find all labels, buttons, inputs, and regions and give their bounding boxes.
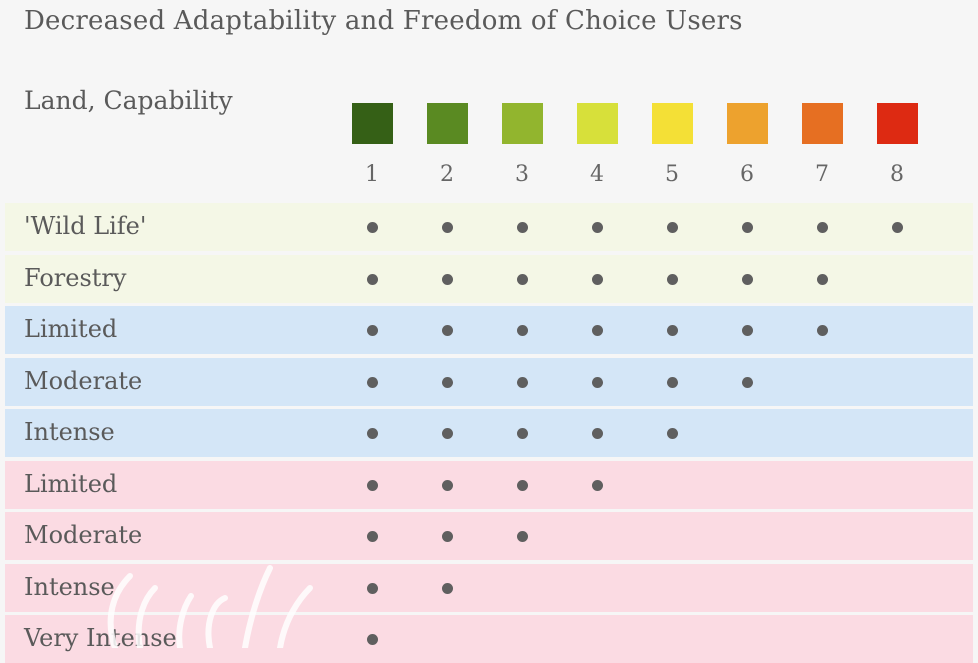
suitability-dot	[367, 325, 378, 336]
suitability-dot	[742, 325, 753, 336]
suitability-dot	[667, 325, 678, 336]
class-8-swatch	[877, 103, 918, 144]
class-3-number: 3	[515, 162, 529, 187]
suitability-dot	[742, 222, 753, 233]
suitability-dot	[667, 273, 678, 285]
matrix-row: Forestry	[5, 254, 973, 303]
suitability-dot	[442, 582, 453, 594]
suitability-dot	[667, 428, 678, 439]
suitability-dot	[367, 634, 378, 645]
suitability-dot	[442, 479, 453, 491]
class-4-swatch	[577, 103, 618, 144]
row-label: Limited	[24, 469, 118, 498]
class-6-swatch	[727, 103, 768, 144]
suitability-dot	[742, 273, 753, 285]
suitability-dot	[592, 325, 603, 336]
suitability-dot	[742, 376, 753, 388]
suitability-dot	[367, 273, 378, 285]
suitability-dot	[367, 531, 378, 542]
suitability-dot	[592, 428, 603, 439]
suitability-dot	[517, 325, 528, 336]
suitability-dot	[442, 273, 453, 285]
row-label: Moderate	[24, 366, 143, 395]
matrix-row: Limited	[5, 306, 973, 354]
class-7-number: 7	[815, 162, 829, 187]
suitability-dot	[667, 222, 678, 233]
suitability-dot	[517, 273, 528, 285]
suitability-dot	[517, 531, 528, 542]
suitability-dot	[442, 222, 453, 233]
land-capability-label: Land, Capability	[24, 86, 233, 115]
matrix-row: Moderate	[5, 512, 973, 560]
matrix-row: Very Intense	[5, 615, 973, 663]
class-2-swatch	[427, 103, 468, 144]
matrix-row: Intense	[5, 409, 973, 457]
class-1-number: 1	[365, 162, 379, 187]
suitability-dot	[442, 376, 453, 388]
suitability-dot	[592, 222, 603, 233]
class-5-number: 5	[665, 162, 679, 187]
class-3-swatch	[502, 103, 543, 144]
suitability-dot	[442, 531, 453, 542]
suitability-dot	[592, 479, 603, 491]
suitability-dot	[517, 376, 528, 388]
suitability-dot	[667, 376, 678, 388]
class-2-number: 2	[440, 162, 454, 187]
row-label: Forestry	[24, 263, 127, 292]
suitability-dot	[517, 222, 528, 233]
suitability-dot	[442, 428, 453, 439]
suitability-dot	[367, 479, 378, 491]
matrix-row: 'Wild Life'	[5, 203, 973, 251]
matrix-row: Moderate	[5, 357, 973, 406]
row-label: Limited	[24, 315, 118, 343]
page-title: Decreased Adaptability and Freedom of Ch…	[24, 6, 743, 36]
suitability-dot	[817, 325, 828, 336]
matrix-row: Intense	[5, 563, 973, 612]
class-6-number: 6	[740, 162, 754, 187]
matrix-row: Limited	[5, 460, 973, 509]
class-4-number: 4	[590, 162, 604, 187]
row-label: 'Wild Life'	[24, 212, 147, 240]
class-5-swatch	[652, 103, 693, 144]
row-label: Intense	[24, 572, 115, 601]
suitability-dot	[442, 325, 453, 336]
class-7-swatch	[802, 103, 843, 144]
class-1-swatch	[352, 103, 393, 144]
suitability-dot	[592, 273, 603, 285]
suitability-dot	[892, 222, 903, 233]
class-8-number: 8	[890, 162, 904, 187]
row-label: Moderate	[24, 521, 143, 549]
suitability-dot	[367, 582, 378, 594]
suitability-dot	[592, 376, 603, 388]
suitability-dot	[517, 428, 528, 439]
suitability-dot	[817, 222, 828, 233]
suitability-dot	[817, 273, 828, 285]
row-label: Intense	[24, 418, 115, 446]
suitability-dot	[367, 376, 378, 388]
suitability-dot	[367, 222, 378, 233]
suitability-dot	[367, 428, 378, 439]
suitability-dot	[517, 479, 528, 491]
